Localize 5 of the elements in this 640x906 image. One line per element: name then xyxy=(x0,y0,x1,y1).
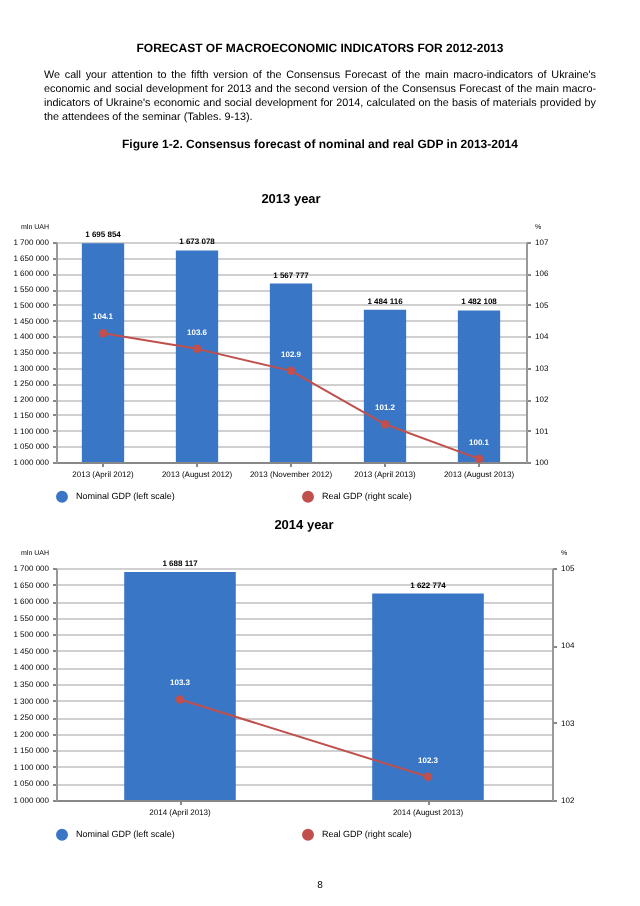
point xyxy=(286,366,296,376)
point xyxy=(474,454,484,464)
point xyxy=(192,344,202,354)
point xyxy=(98,328,108,338)
point xyxy=(380,420,390,429)
